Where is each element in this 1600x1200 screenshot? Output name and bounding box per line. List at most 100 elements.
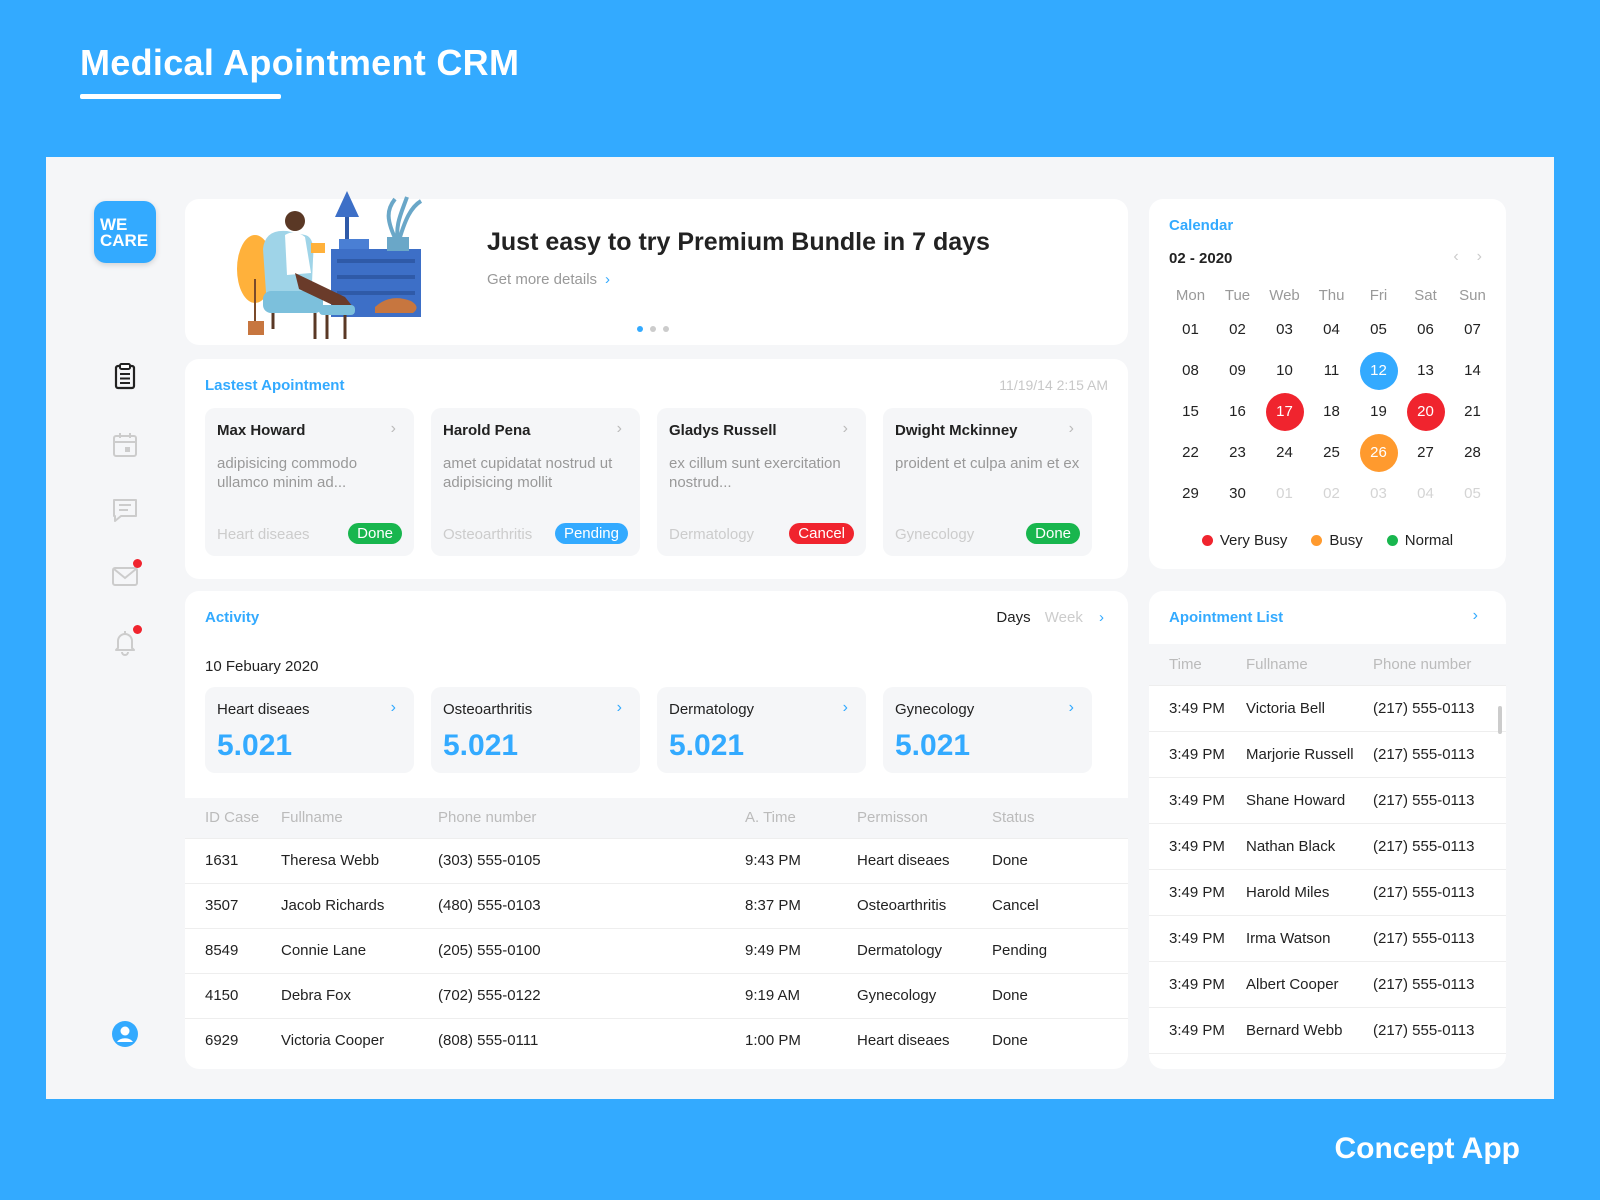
- column-header[interactable]: ID Case: [205, 809, 260, 827]
- calendar-day[interactable]: 01: [1167, 309, 1214, 350]
- calendar-day[interactable]: 04: [1402, 473, 1449, 514]
- calendar-day[interactable]: 12: [1355, 350, 1402, 391]
- calendar-day[interactable]: 14: [1449, 350, 1496, 391]
- chevron-right-icon[interactable]: ›: [390, 420, 396, 437]
- calendar-day[interactable]: 17: [1261, 391, 1308, 432]
- calendar-day[interactable]: 19: [1355, 391, 1402, 432]
- appointment-card[interactable]: Gladys Russell › ex cillum sunt exercita…: [657, 408, 866, 556]
- calendar-day[interactable]: 21: [1449, 391, 1496, 432]
- calendar-day[interactable]: 22: [1167, 432, 1214, 473]
- column-header[interactable]: Phone number: [1373, 655, 1472, 673]
- carousel-dot[interactable]: [650, 326, 656, 332]
- stat-card[interactable]: Heart diseaes › 5.021: [205, 687, 414, 773]
- chevron-right-icon[interactable]: ›: [616, 699, 622, 716]
- table-row[interactable]: 3507 Jacob Richards (480) 555-0103 8:37 …: [185, 882, 1128, 928]
- table-row[interactable]: 6929 Victoria Cooper (808) 555-0111 1:00…: [185, 1017, 1128, 1063]
- cell-phone: (217) 555-0113: [1373, 914, 1506, 961]
- stat-card[interactable]: Gynecology › 5.021: [883, 687, 1092, 773]
- stat-card[interactable]: Dermatology › 5.021: [657, 687, 866, 773]
- calendar-day[interactable]: 28: [1449, 432, 1496, 473]
- calendar-day[interactable]: 18: [1308, 391, 1355, 432]
- calendar-day[interactable]: 25: [1308, 432, 1355, 473]
- toggle-week[interactable]: Week: [1044, 609, 1083, 626]
- toggle-days[interactable]: Days: [996, 609, 1031, 626]
- calendar-day[interactable]: 04: [1308, 309, 1355, 350]
- chevron-right-icon[interactable]: ›: [1472, 607, 1478, 624]
- calendar-day[interactable]: 10: [1261, 350, 1308, 391]
- table-row[interactable]: 3:49 PM Shane Howard (217) 555-0113: [1149, 776, 1506, 823]
- calendar-day[interactable]: 30: [1214, 473, 1261, 514]
- chevron-right-icon[interactable]: ›: [1068, 699, 1074, 716]
- get-details-link[interactable]: Get more details ›: [487, 271, 610, 288]
- clipboard-icon[interactable]: [110, 361, 140, 391]
- calendar-day[interactable]: 16: [1214, 391, 1261, 432]
- calendar-day[interactable]: 23: [1214, 432, 1261, 473]
- column-header[interactable]: A. Time: [745, 809, 796, 827]
- calendar-day[interactable]: 05: [1355, 309, 1402, 350]
- calendar-day-number: 30: [1229, 485, 1246, 502]
- cell-fullname: Shane Howard: [1246, 776, 1373, 823]
- chevron-right-icon[interactable]: ›: [616, 420, 622, 437]
- table-row[interactable]: 3:49 PM Nathan Black (217) 555-0113: [1149, 822, 1506, 869]
- calendar-day[interactable]: 11: [1308, 350, 1355, 391]
- appointment-patient-name: Gladys Russell: [669, 422, 777, 439]
- table-row[interactable]: 8549 Connie Lane (205) 555-0100 9:49 PM …: [185, 927, 1128, 973]
- cell-fullname: Sarah: [1246, 1052, 1373, 1069]
- calendar-day[interactable]: 03: [1355, 473, 1402, 514]
- calendar-day-number: 18: [1323, 403, 1340, 420]
- table-row[interactable]: 3:49 PM Bernard Webb (217) 555-0113: [1149, 1006, 1506, 1053]
- bell-icon[interactable]: [110, 625, 142, 657]
- carousel-dot[interactable]: [663, 326, 669, 332]
- calendar-day[interactable]: 08: [1167, 350, 1214, 391]
- calendar-day[interactable]: 03: [1261, 309, 1308, 350]
- calendar-day[interactable]: 27: [1402, 432, 1449, 473]
- chevron-right-icon[interactable]: ›: [1099, 609, 1104, 626]
- calendar-day[interactable]: 07: [1449, 309, 1496, 350]
- carousel-dot-active[interactable]: [637, 326, 643, 332]
- table-row[interactable]: 3:49 PMSarah(217) 555-0113: [1149, 1052, 1506, 1069]
- weekday-label: Mon: [1175, 287, 1206, 304]
- appointment-card[interactable]: Dwight Mckinney › proident et culpa anim…: [883, 408, 1092, 556]
- stat-card[interactable]: Osteoarthritis › 5.021: [431, 687, 640, 773]
- column-header[interactable]: Status: [992, 809, 1035, 827]
- calendar-day[interactable]: 24: [1261, 432, 1308, 473]
- calendar-day[interactable]: 09: [1214, 350, 1261, 391]
- column-header[interactable]: Time: [1169, 655, 1202, 673]
- stat-value: 5.021: [895, 729, 971, 762]
- calendar-day[interactable]: 13: [1402, 350, 1449, 391]
- calendar-day[interactable]: 01: [1261, 473, 1308, 514]
- table-row[interactable]: 3:49 PM Harold Miles (217) 555-0113: [1149, 868, 1506, 915]
- calendar-day[interactable]: 26: [1355, 432, 1402, 473]
- calendar-day[interactable]: 02: [1308, 473, 1355, 514]
- logo[interactable]: WE CARE: [94, 201, 156, 263]
- scrollbar-thumb[interactable]: [1498, 706, 1502, 734]
- table-row[interactable]: 3:49 PM Albert Cooper (217) 555-0113: [1149, 960, 1506, 1007]
- column-header[interactable]: Permisson: [857, 809, 928, 827]
- chevron-right-icon[interactable]: ›: [842, 420, 848, 437]
- column-header[interactable]: Fullname: [281, 809, 343, 827]
- table-row[interactable]: 4150 Debra Fox (702) 555-0122 9:19 AM Gy…: [185, 972, 1128, 1018]
- chevron-right-icon[interactable]: ›: [1476, 248, 1482, 265]
- calendar-day[interactable]: 06: [1402, 309, 1449, 350]
- column-header[interactable]: Phone number: [438, 809, 537, 827]
- calendar-day[interactable]: 15: [1167, 391, 1214, 432]
- calendar-day[interactable]: 29: [1167, 473, 1214, 514]
- calendar-icon[interactable]: [110, 430, 140, 460]
- chevron-right-icon[interactable]: ›: [390, 699, 396, 716]
- mail-icon[interactable]: [110, 559, 142, 591]
- chevron-right-icon[interactable]: ›: [842, 699, 848, 716]
- chat-icon[interactable]: [110, 495, 140, 525]
- table-row[interactable]: 3:49 PM Irma Watson (217) 555-0113: [1149, 914, 1506, 961]
- chevron-left-icon[interactable]: ‹: [1453, 248, 1459, 265]
- table-row[interactable]: 3:49 PM Marjorie Russell (217) 555-0113: [1149, 730, 1506, 777]
- table-row[interactable]: 3:49 PM Victoria Bell (217) 555-0113: [1149, 684, 1506, 731]
- calendar-day[interactable]: 20: [1402, 391, 1449, 432]
- appointment-card[interactable]: Max Howard › adipisicing commodo ullamco…: [205, 408, 414, 556]
- chevron-right-icon[interactable]: ›: [1068, 420, 1074, 437]
- calendar-day[interactable]: 05: [1449, 473, 1496, 514]
- appointment-card[interactable]: Harold Pena › amet cupidatat nostrud ut …: [431, 408, 640, 556]
- calendar-day[interactable]: 02: [1214, 309, 1261, 350]
- user-profile-icon[interactable]: [110, 1019, 140, 1049]
- table-row[interactable]: 1631 Theresa Webb (303) 555-0105 9:43 PM…: [185, 837, 1128, 883]
- column-header[interactable]: Fullname: [1246, 655, 1308, 673]
